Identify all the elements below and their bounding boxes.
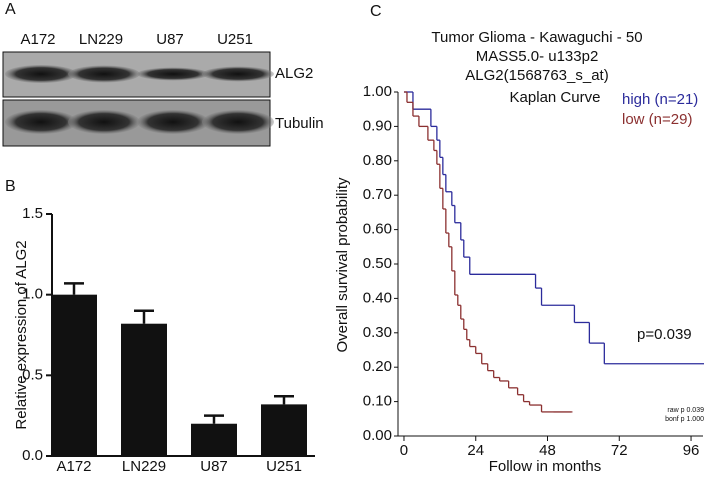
chart-title: Kaplan Curve [510, 89, 601, 106]
lane-label: U87 [156, 31, 184, 48]
lane-label: LN229 [79, 31, 123, 48]
blot-band [202, 110, 274, 134]
blot-band [137, 67, 209, 81]
y-tick-label: 0.30 [363, 324, 392, 341]
legend-entry: high (n=21) [622, 91, 698, 108]
blot-band [5, 65, 77, 83]
y-tick-label: 0.60 [363, 221, 392, 238]
y-tick-label: 1.00 [363, 83, 392, 100]
x-tick-label: 72 [611, 442, 628, 459]
y-tick-label: 1.5 [22, 205, 43, 222]
y-tick-label: 0.50 [363, 255, 392, 272]
bar [51, 294, 97, 456]
bar [121, 323, 167, 456]
panel-label: B [5, 178, 16, 195]
legend-entry: low (n=29) [622, 111, 692, 128]
y-tick-label: 0.00 [363, 427, 392, 444]
lane-label: U251 [217, 31, 253, 48]
y-tick-label: 0.0 [22, 447, 43, 464]
panel-label: C [370, 3, 382, 20]
y-tick-label: 0.80 [363, 152, 392, 169]
lane-label: A172 [20, 31, 55, 48]
x-tick-label: 48 [539, 442, 556, 459]
x-tick-label: 24 [467, 442, 484, 459]
x-tick-label: A172 [56, 458, 91, 475]
y-tick-label: 0.5 [22, 366, 43, 383]
bonf-p: bonf p 1.000 [665, 416, 704, 423]
chart-title: Tumor Glioma - Kawaguchi - 50 [431, 29, 642, 46]
blot-band [202, 66, 274, 82]
bar [191, 423, 237, 456]
x-axis-label: Follow in months [489, 458, 602, 475]
panel-label: A [5, 1, 16, 18]
chart-title: ALG2(1568763_s_at) [465, 67, 608, 84]
y-tick-label: 0.70 [363, 186, 392, 203]
bar [261, 404, 307, 456]
p-value: p=0.039 [637, 326, 692, 343]
y-axis-label: Overall survival probability [334, 177, 351, 353]
y-axis-label: Relative expression of ALG2 [13, 240, 30, 429]
y-tick-label: 1.0 [22, 286, 43, 303]
y-tick-label: 0.40 [363, 289, 392, 306]
raw-p: raw p 0.039 [667, 407, 704, 414]
y-tick-label: 0.20 [363, 358, 392, 375]
x-tick-label: 96 [683, 442, 700, 459]
blot-band [137, 110, 209, 134]
x-tick-label: U251 [266, 458, 302, 475]
x-tick-label: U87 [200, 458, 228, 475]
row-label: Tubulin [275, 115, 324, 132]
blot-band [68, 110, 140, 134]
y-tick-label: 0.10 [363, 393, 392, 410]
x-tick-label: LN229 [122, 458, 166, 475]
chart-title: MASS5.0- u133p2 [476, 48, 599, 65]
row-label: ALG2 [275, 65, 313, 82]
blot-band [68, 65, 140, 83]
y-tick-label: 0.90 [363, 117, 392, 134]
x-tick-label: 0 [400, 442, 408, 459]
blot-band [5, 110, 77, 134]
blot-bands [5, 65, 274, 134]
